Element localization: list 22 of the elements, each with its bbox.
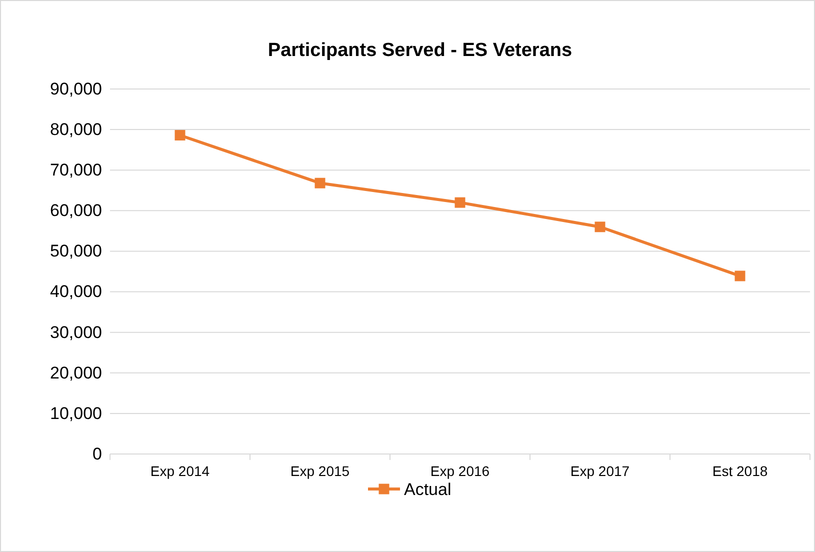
legend-label: Actual bbox=[404, 480, 452, 499]
point bbox=[314, 178, 326, 188]
y-tick-label: 50,000 bbox=[50, 242, 102, 261]
y-tick-label: 60,000 bbox=[50, 201, 102, 220]
y-tick-label: 10,000 bbox=[50, 404, 102, 423]
point bbox=[734, 270, 746, 282]
y-tick-label: 80,000 bbox=[50, 120, 102, 139]
y-tick-label: 70,000 bbox=[50, 160, 102, 180]
y-tick-label: 90,000 bbox=[50, 79, 102, 98]
point bbox=[174, 130, 186, 140]
y-tick-label: 30,000 bbox=[50, 322, 102, 342]
chart-title: Participants Served - ES Veterans bbox=[268, 40, 572, 61]
x-tick-label: Exp 2014 bbox=[150, 462, 210, 479]
x-tick-label: Exp 2015 bbox=[290, 462, 350, 479]
x-tick-label: Exp 2016 bbox=[430, 462, 490, 479]
x-tick-label: Est 2018 bbox=[712, 462, 768, 479]
x-tick-label: Exp 2017 bbox=[570, 462, 630, 479]
y-tick-label: 40,000 bbox=[50, 282, 102, 302]
point bbox=[454, 197, 466, 208]
y-tick-label: 20,000 bbox=[50, 363, 102, 382]
point bbox=[594, 222, 606, 232]
y-tick-label: 0 bbox=[92, 444, 102, 464]
